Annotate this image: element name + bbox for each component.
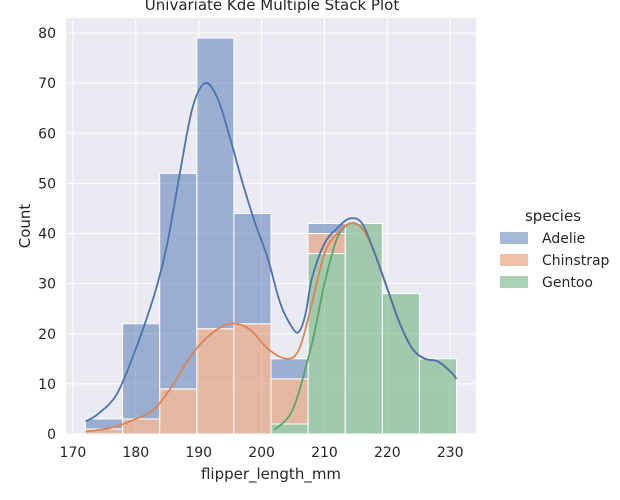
bar-adelie xyxy=(270,358,309,380)
y-tick-label: 20 xyxy=(38,327,56,343)
legend-title: species xyxy=(525,207,581,225)
x-axis-label: flipper_length_mm xyxy=(201,465,341,484)
legend-swatch-chinstrap xyxy=(500,254,528,266)
x-tick-label: 220 xyxy=(374,445,401,461)
x-tick-label: 230 xyxy=(437,445,464,461)
legend-label-chinstrap: Chinstrap xyxy=(542,253,610,269)
bar-adelie xyxy=(196,37,235,330)
bar-gentoo xyxy=(307,253,346,435)
kde-curves xyxy=(85,82,458,433)
y-tick-label: 10 xyxy=(38,377,56,393)
x-tick-label: 190 xyxy=(185,445,212,461)
bar-chinstrap xyxy=(196,328,235,435)
bar-gentoo xyxy=(418,358,458,435)
legend-label-gentoo: Gentoo xyxy=(542,275,593,291)
legend: species Adelie Chinstrap Gentoo xyxy=(500,207,610,291)
y-tick-label: 30 xyxy=(38,277,56,293)
y-tick-label: 40 xyxy=(38,227,56,243)
x-axis-ticks: 170 180 190 200 210 220 230 xyxy=(60,445,464,461)
x-tick-label: 180 xyxy=(122,445,149,461)
bar-gentoo xyxy=(344,222,383,435)
bar-chinstrap xyxy=(233,323,272,435)
x-tick-label: 210 xyxy=(311,445,338,461)
bar-adelie xyxy=(122,323,161,420)
legend-label-adelie: Adelie xyxy=(542,231,585,247)
bar-adelie xyxy=(233,212,272,325)
y-tick-label: 60 xyxy=(38,126,56,142)
legend-swatch-gentoo xyxy=(500,276,528,288)
y-tick-label: 70 xyxy=(38,76,56,92)
bar-adelie xyxy=(84,418,124,430)
x-tick-label: 170 xyxy=(60,445,87,461)
bar-chinstrap xyxy=(270,378,309,425)
chart-title: Univariate Kde Multiple Stack Plot xyxy=(145,0,400,14)
y-tick-label: 0 xyxy=(47,427,56,443)
y-tick-label: 50 xyxy=(38,176,56,192)
bar-chinstrap xyxy=(307,233,346,255)
bar-adelie xyxy=(307,222,346,235)
x-tick-label: 200 xyxy=(248,445,275,461)
y-axis-ticks: 0 10 20 30 40 50 60 70 80 xyxy=(38,26,56,443)
y-tick-label: 80 xyxy=(38,26,56,42)
bar-gentoo xyxy=(381,293,420,435)
legend-swatch-adelie xyxy=(500,232,528,244)
histogram-bars xyxy=(84,37,458,435)
y-axis-label: Count xyxy=(16,204,34,249)
kde-adelie xyxy=(85,82,458,423)
